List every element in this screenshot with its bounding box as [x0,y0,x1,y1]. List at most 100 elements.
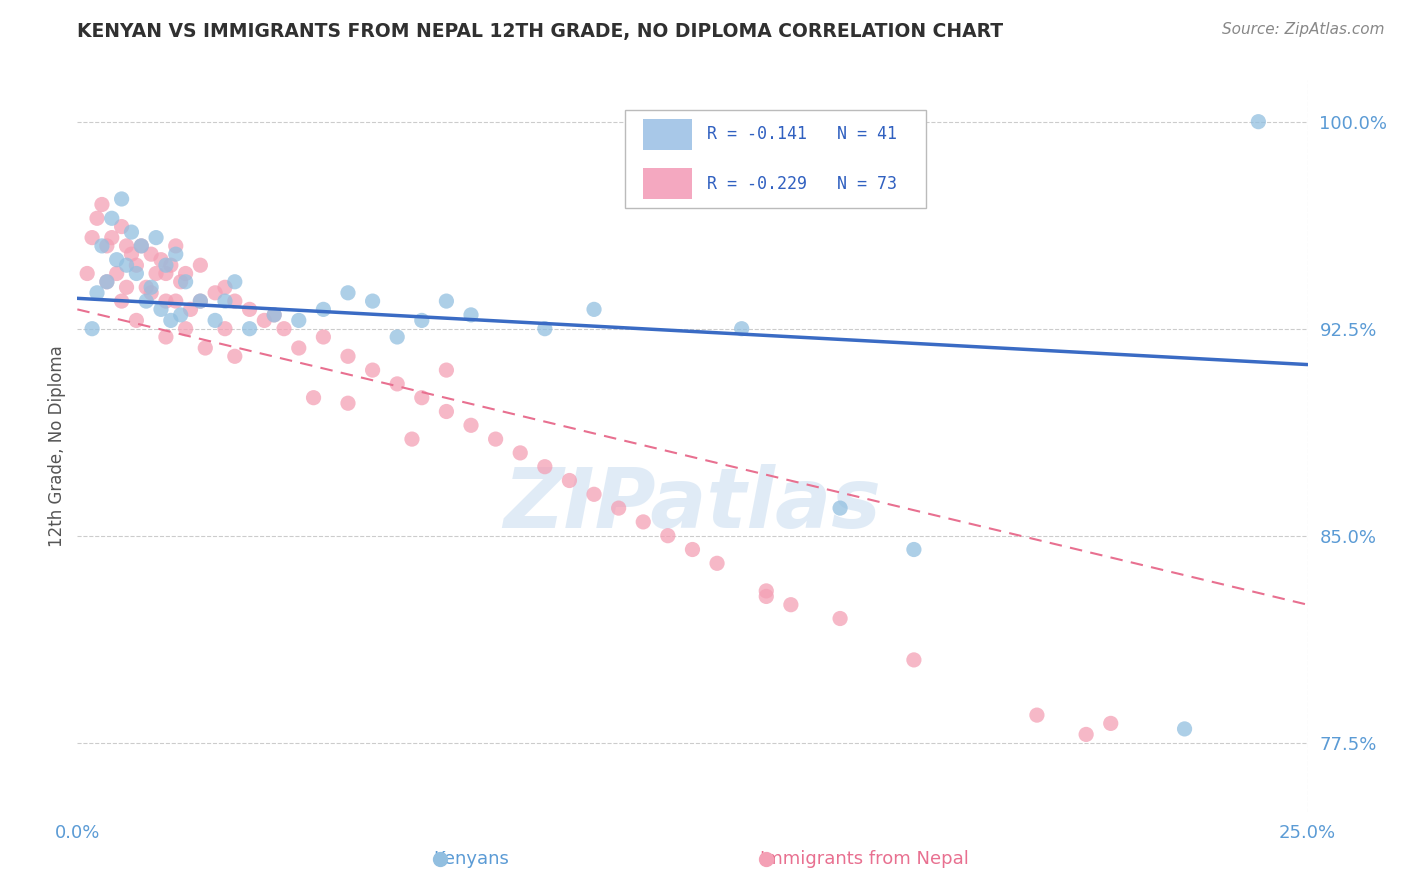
Point [194,341,217,355]
Point [460,308,482,322]
Point [387,376,409,391]
Point [1099,716,1122,731]
Bar [644,169,693,199]
Point [534,321,557,335]
Point [82,321,104,335]
Point [830,611,852,625]
Point [174,275,197,289]
Point [160,258,183,272]
Point [263,308,285,322]
Point [411,391,433,405]
Point [288,341,311,355]
Point [125,267,148,281]
Point [96,275,118,289]
Point [633,515,655,529]
Point [76,267,98,281]
Point [302,391,325,405]
Point [121,225,143,239]
Point [96,275,118,289]
Point [411,313,433,327]
Bar [624,110,927,209]
Point [312,330,335,344]
Point [155,330,177,344]
Point [135,294,157,309]
Point [141,285,163,300]
Point [657,529,679,543]
Point [155,258,177,272]
Point [125,313,148,327]
Point [903,653,925,667]
Point [101,230,124,244]
Text: KENYAN VS IMMIGRANTS FROM NEPAL 12TH GRADE, NO DIPLOMA CORRELATION CHART: KENYAN VS IMMIGRANTS FROM NEPAL 12TH GRA… [77,22,1004,41]
Point [204,313,226,327]
Point [1026,708,1049,723]
Point [135,280,157,294]
Point [180,302,202,317]
Text: Kenyans: Kenyans [433,850,509,868]
Bar [644,119,693,150]
Point [337,349,360,363]
Point [155,294,177,309]
Point [115,280,138,294]
Point [401,432,423,446]
Point [131,239,153,253]
Text: R = -0.229   N = 73: R = -0.229 N = 73 [707,175,897,193]
Point [436,294,458,309]
Point [558,474,581,488]
Point [1247,114,1270,128]
Point [755,583,778,598]
Point [583,302,606,317]
Point [1174,722,1197,736]
Point [86,211,108,226]
Point [1076,727,1098,741]
Point [105,252,128,267]
Y-axis label: 12th Grade, No Diploma: 12th Grade, No Diploma [48,345,66,547]
Point [86,285,108,300]
Point [312,302,335,317]
Point [170,275,193,289]
Point [141,280,163,294]
Point [115,239,138,253]
Point [337,396,360,410]
Point [731,321,754,335]
Point [485,432,508,446]
Point [155,267,177,281]
Point [170,308,193,322]
Point [131,239,153,253]
Point [214,321,236,335]
Point [682,542,704,557]
Point [150,302,173,317]
Point [706,557,728,571]
Point [337,285,360,300]
Point [101,211,124,226]
Point [607,501,630,516]
Text: ZIPatlas: ZIPatlas [503,464,882,545]
Point [273,321,295,335]
Point [190,294,212,309]
Point [145,230,167,244]
Point [165,294,187,309]
Point [253,313,276,327]
Point [82,230,104,244]
Point [150,252,173,267]
Point [830,501,852,516]
Point [534,459,557,474]
Point [509,446,531,460]
Point [111,219,134,234]
Point [214,280,236,294]
Point [96,239,118,253]
Point [174,267,197,281]
Point [160,313,183,327]
Point [460,418,482,433]
Point [204,285,226,300]
Point [361,294,384,309]
Point [361,363,384,377]
Point [239,302,262,317]
Point [121,247,143,261]
Point [436,363,458,377]
Point [755,590,778,604]
Point [174,321,197,335]
Point [90,197,114,211]
Point [387,330,409,344]
Point [125,258,148,272]
